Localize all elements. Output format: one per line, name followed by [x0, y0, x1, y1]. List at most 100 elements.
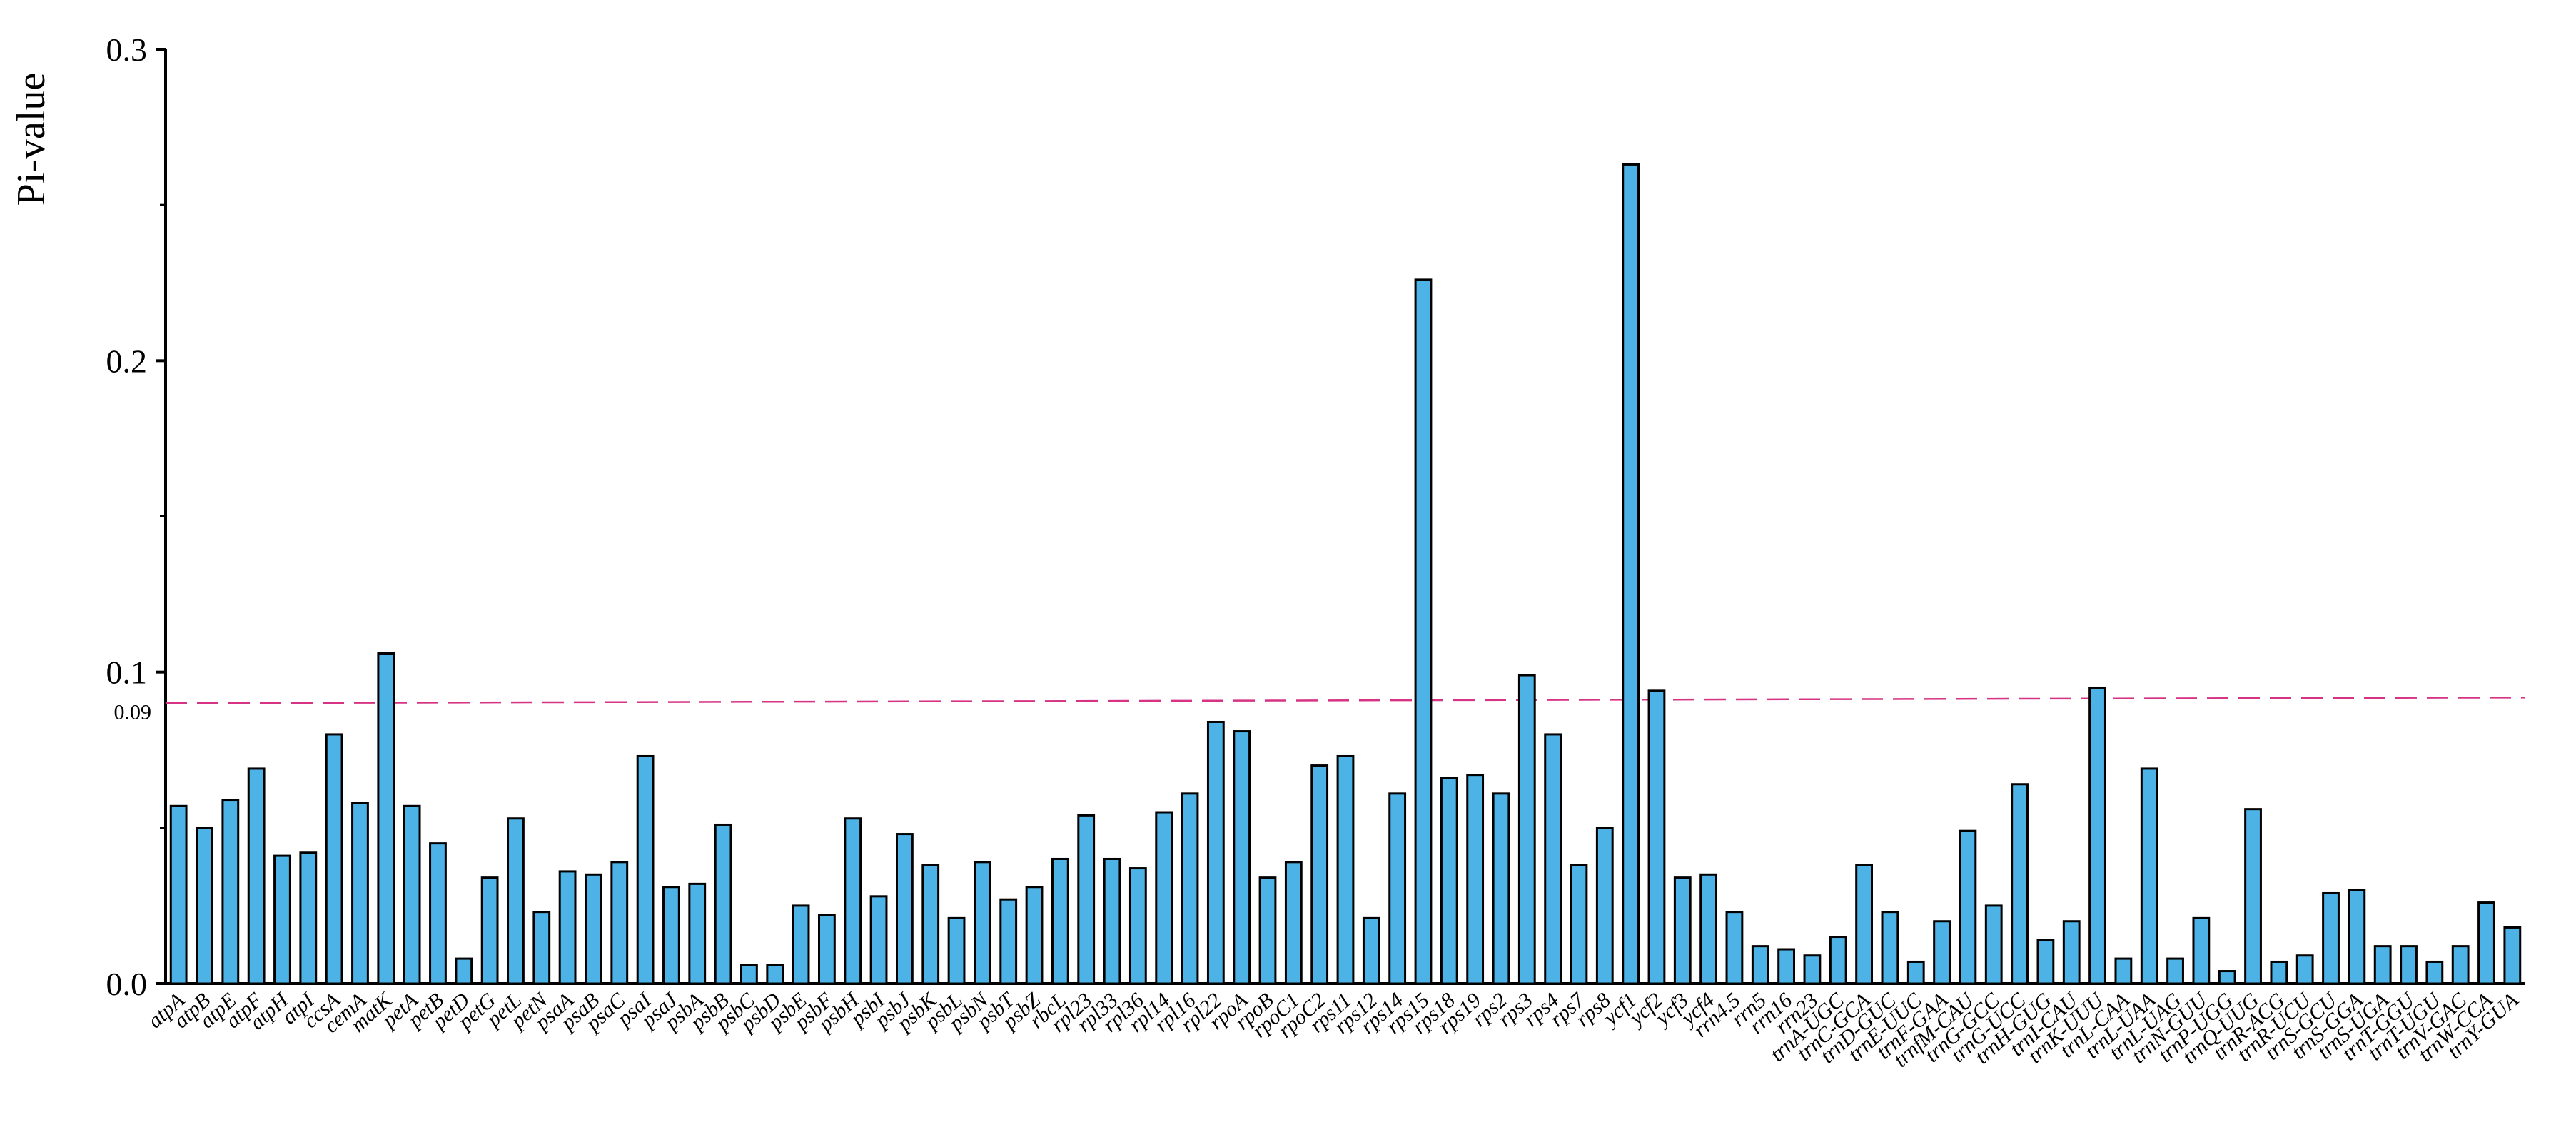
- bar: [221, 799, 240, 985]
- bar: [1829, 936, 1847, 985]
- bar: [1258, 876, 1277, 985]
- bar: [1803, 954, 1822, 985]
- bar: [2425, 960, 2444, 985]
- bar: [1906, 960, 1925, 985]
- bar: [558, 870, 577, 985]
- bar: [636, 754, 655, 985]
- bar: [2218, 970, 2236, 985]
- bar: [1206, 720, 1225, 985]
- bar: [1699, 873, 1718, 985]
- bar: [2503, 926, 2522, 985]
- bar: [1855, 864, 1873, 985]
- bar: [1466, 774, 1485, 985]
- bar: [2270, 960, 2288, 985]
- bar: [1751, 945, 1769, 985]
- x-tick-labels: atpAatpBatpEatpFatpHatpIccsAcemAmatKpetA…: [143, 987, 2523, 1072]
- bar: [273, 854, 291, 985]
- bar: [662, 886, 680, 985]
- bar: [1647, 689, 1666, 985]
- bar: [2373, 945, 2392, 985]
- bar: [377, 652, 395, 985]
- bar: [1959, 829, 1977, 985]
- bar: [1622, 163, 1640, 985]
- bar: [1077, 814, 1096, 985]
- bar: [2062, 920, 2081, 985]
- bar: [1881, 911, 1899, 985]
- bar: [2348, 889, 2366, 985]
- bar: [1984, 904, 2003, 985]
- bar: [2011, 783, 2029, 985]
- bar: [973, 861, 991, 985]
- bar: [1128, 867, 1147, 985]
- bar: [1155, 811, 1173, 985]
- bars: [169, 163, 2522, 985]
- y-tick-label: 0.2: [106, 343, 148, 379]
- bar: [585, 873, 602, 985]
- bar: [480, 876, 499, 985]
- bar: [766, 964, 784, 985]
- bar: [1492, 792, 1510, 985]
- bar: [1181, 792, 1199, 985]
- bar: [688, 882, 707, 985]
- bar: [844, 817, 862, 985]
- bar: [1725, 911, 1744, 985]
- bar: [325, 733, 343, 985]
- bar: [2166, 957, 2184, 985]
- bar: [507, 817, 525, 985]
- bar: [299, 851, 318, 985]
- bar: [2036, 939, 2055, 985]
- y-axis-title: Pi-value: [9, 73, 54, 206]
- bar: [1025, 886, 1044, 985]
- bar: [1933, 920, 1951, 985]
- bar: [429, 842, 447, 985]
- bar: [2088, 686, 2106, 985]
- bar: [2451, 945, 2470, 985]
- bar: [947, 916, 966, 985]
- bar: [1310, 764, 1329, 985]
- bar: [1440, 777, 1458, 985]
- bar: [455, 957, 473, 985]
- bar: [1570, 864, 1588, 985]
- bar: [1673, 876, 1692, 985]
- reference-line: [165, 697, 2526, 704]
- bar: [532, 911, 551, 985]
- bar: [1517, 674, 1536, 985]
- bar: [403, 804, 421, 985]
- bar: [2140, 767, 2158, 985]
- y-tick-label: 0.3: [106, 31, 148, 68]
- bar: [1336, 754, 1355, 985]
- bar: [351, 802, 369, 985]
- bar: [1362, 916, 1380, 985]
- bar: [2192, 916, 2211, 985]
- bar: [610, 861, 629, 985]
- bar: [196, 827, 213, 985]
- bar: [1103, 857, 1121, 985]
- reference-line-label: 0.09: [114, 700, 152, 724]
- reference-line-group: 0.09: [114, 697, 2526, 724]
- bar: [1388, 792, 1407, 985]
- bar: [714, 823, 732, 985]
- bar: [818, 914, 836, 985]
- bar: [2114, 957, 2133, 985]
- bar: [247, 767, 266, 985]
- bar: [1284, 861, 1303, 985]
- bar: [1414, 278, 1433, 985]
- bar: [2295, 954, 2314, 985]
- bar: [921, 864, 940, 985]
- bar: [792, 904, 810, 985]
- bar: [869, 895, 888, 985]
- bar: [999, 898, 1018, 985]
- bar: [2477, 901, 2495, 985]
- bar: [740, 964, 758, 985]
- bar: [2244, 808, 2262, 985]
- bar: [1051, 857, 1069, 985]
- bar: [1544, 733, 1562, 985]
- y-tick-label: 0.0: [106, 966, 148, 1002]
- bar: [1233, 730, 1251, 985]
- bar: [2322, 891, 2340, 985]
- bar: [169, 804, 188, 985]
- bar: [1777, 948, 1796, 985]
- bar: [895, 833, 914, 985]
- bar: [1595, 827, 1614, 985]
